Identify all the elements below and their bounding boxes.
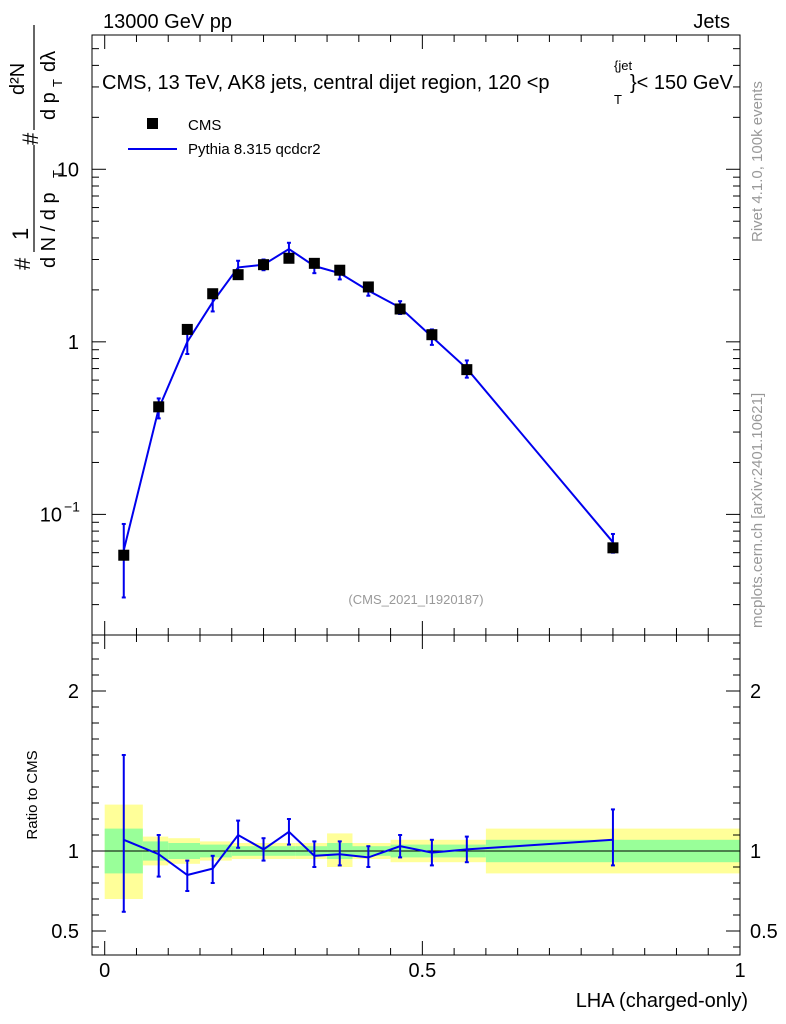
ratio-y-tick-label-left: 1 <box>68 841 79 863</box>
plot-subtitle: CMS, 13 TeV, AK8 jets, central dijet reg… <box>102 72 550 94</box>
ratio-mc-series <box>121 754 615 913</box>
x-tick-labels: 0 0.5 1 <box>99 960 745 982</box>
svg-text:d p: d p <box>38 92 60 120</box>
cms-data-point <box>607 542 619 554</box>
subtitle-superscript: {jet <box>614 58 632 73</box>
cms-data-point <box>461 364 473 376</box>
svg-text:T: T <box>50 79 65 87</box>
main-axis-ticks <box>92 34 741 636</box>
cms-data-point <box>207 288 219 300</box>
main-mc-series <box>121 241 615 599</box>
main-ylabel: # 1 d N / d p T # d²N d p T dλ <box>7 25 65 270</box>
x-axis-label: LHA (charged-only) <box>576 990 748 1012</box>
x-tick-label: 1 <box>734 960 745 982</box>
cms-data-point <box>232 269 244 281</box>
cms-data-point <box>283 252 295 264</box>
svg-text:dλ: dλ <box>38 51 60 72</box>
cms-data-point <box>394 303 406 315</box>
ratio-panel-frame <box>91 634 741 956</box>
svg-text:1: 1 <box>8 228 33 240</box>
ratio-y-tick-label-left: 0.5 <box>51 921 79 943</box>
ratio-y-tick-label-right: 2 <box>750 681 761 703</box>
cms-data-point <box>334 264 346 276</box>
svg-text:#: # <box>10 257 35 270</box>
y-tick-label-exponent: −1 <box>64 498 80 514</box>
cms-data-point <box>181 323 193 335</box>
energy-label: 13000 GeV pp <box>103 11 232 33</box>
cms-data-point <box>258 259 270 271</box>
ratio-axis-ticks <box>92 635 741 955</box>
mcplots-label: mcplots.cern.ch [arXiv:2401.10621] <box>749 393 766 628</box>
main-cms-series <box>118 252 619 561</box>
x-tick-label: 0 <box>99 960 110 982</box>
ratio-y-tick-labels: 0.5 0.5 1 1 2 2 <box>51 681 778 943</box>
subtitle-subscript: T <box>614 92 622 107</box>
cms-data-point <box>308 257 320 269</box>
cms-data-point <box>362 281 374 293</box>
legend-mc-label: Pythia 8.315 qcdcr2 <box>188 141 321 158</box>
ratio-y-tick-label-right: 0.5 <box>750 921 778 943</box>
y-tick-label: 1 <box>68 332 79 354</box>
ratio-uncertainty-bands <box>104 804 740 899</box>
rivet-label: Rivet 4.1.0, 100k events <box>749 81 766 242</box>
cms-data-point <box>426 329 438 341</box>
legend-cms-label: CMS <box>188 117 221 134</box>
svg-text:d N / d p: d N / d p <box>38 192 60 268</box>
svg-text:T: T <box>50 170 65 178</box>
svg-text:#: # <box>18 132 43 145</box>
legend: CMS Pythia 8.315 qcdcr2 <box>128 117 321 158</box>
legend-cms-marker <box>147 118 158 129</box>
ratio-y-tick-label-left: 2 <box>68 681 79 703</box>
subtitle-end: }< 150 GeV <box>630 72 734 94</box>
cms-data-point <box>153 401 165 413</box>
svg-text:d²N: d²N <box>7 63 29 95</box>
ratio-ylabel: Ratio to CMS <box>24 750 41 839</box>
y-tick-label: 10 <box>40 504 62 526</box>
x-tick-label: 0.5 <box>408 960 436 982</box>
ratio-y-tick-label-right: 1 <box>750 841 761 863</box>
cms-data-point <box>118 549 130 561</box>
jets-label: Jets <box>693 11 730 33</box>
ratio-mc-line <box>123 830 614 877</box>
analysis-id: (CMS_2021_I1920187) <box>348 592 483 607</box>
y-tick-label: 10 <box>57 159 79 181</box>
